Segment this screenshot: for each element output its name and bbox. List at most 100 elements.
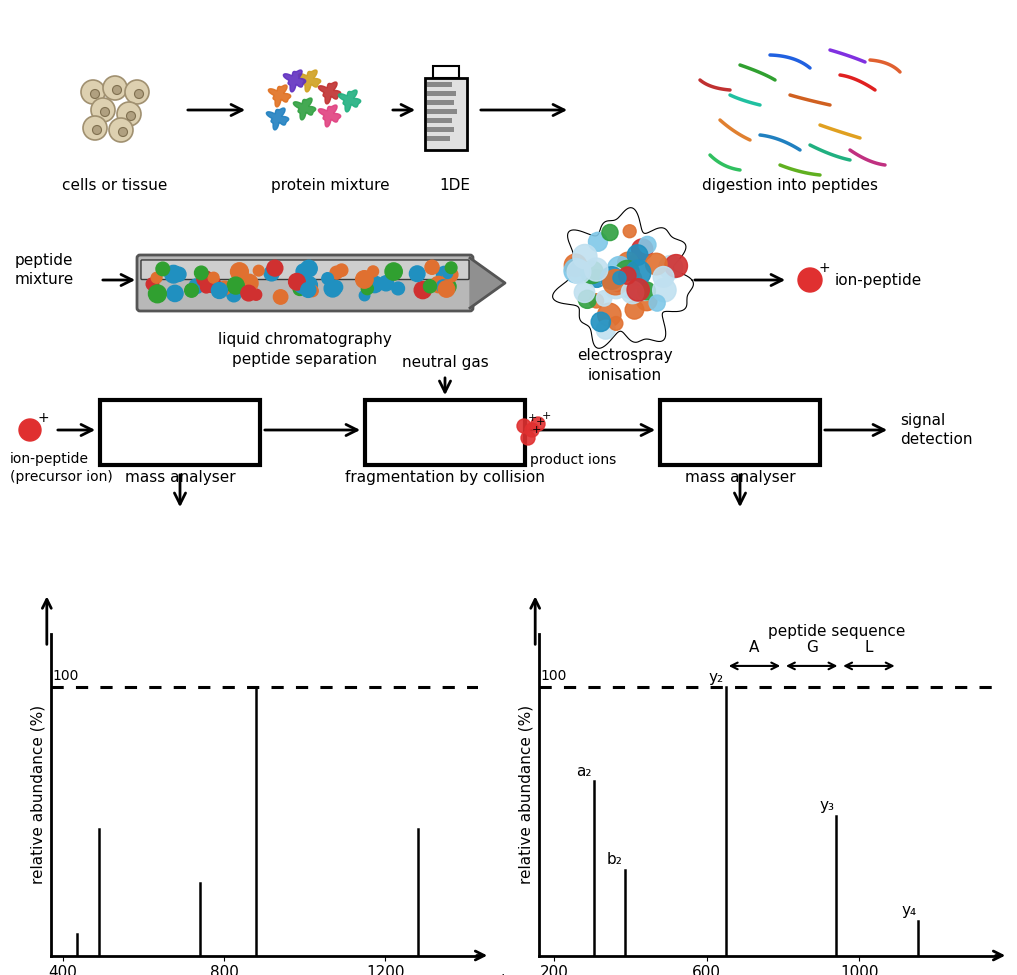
Circle shape: [598, 303, 621, 327]
Bar: [427, 82, 452, 87]
Circle shape: [167, 286, 183, 301]
Text: cells or tissue: cells or tissue: [62, 178, 168, 193]
Bar: [427, 100, 454, 105]
Polygon shape: [318, 105, 341, 127]
Circle shape: [385, 263, 403, 280]
Y-axis label: relative abundance (%): relative abundance (%): [519, 705, 534, 884]
Circle shape: [148, 285, 167, 303]
Text: digestion into peptides: digestion into peptides: [702, 178, 878, 193]
Circle shape: [296, 264, 311, 279]
Circle shape: [430, 276, 446, 292]
Text: y₂: y₂: [709, 670, 724, 684]
Circle shape: [659, 255, 682, 280]
Bar: [425, 78, 467, 150]
Circle shape: [623, 225, 637, 238]
Circle shape: [589, 293, 603, 308]
Text: +: +: [819, 261, 830, 275]
Polygon shape: [470, 258, 505, 308]
Circle shape: [113, 86, 121, 95]
Bar: [365, 400, 525, 465]
Polygon shape: [293, 98, 315, 120]
Circle shape: [93, 126, 102, 135]
Text: L: L: [864, 641, 874, 655]
Circle shape: [646, 254, 667, 275]
Circle shape: [589, 232, 607, 252]
Circle shape: [324, 280, 342, 297]
Text: fragmentation by collision: fragmentation by collision: [345, 470, 545, 485]
Text: mass analyser: mass analyser: [125, 470, 235, 485]
Circle shape: [436, 266, 453, 283]
Circle shape: [600, 266, 623, 290]
Circle shape: [307, 286, 318, 296]
Circle shape: [367, 266, 378, 277]
Text: liquid chromatography
peptide separation: liquid chromatography peptide separation: [218, 332, 392, 367]
Circle shape: [156, 262, 170, 276]
Circle shape: [440, 279, 456, 294]
Circle shape: [575, 282, 595, 302]
Circle shape: [126, 111, 135, 121]
Circle shape: [636, 283, 654, 300]
Circle shape: [240, 274, 258, 292]
Circle shape: [609, 317, 622, 331]
Circle shape: [109, 118, 133, 142]
Polygon shape: [298, 70, 320, 92]
Text: +: +: [527, 413, 537, 423]
Circle shape: [665, 254, 687, 277]
Circle shape: [596, 320, 615, 339]
Circle shape: [596, 291, 612, 306]
Circle shape: [639, 236, 656, 254]
Circle shape: [653, 266, 674, 288]
Circle shape: [607, 256, 632, 281]
Circle shape: [358, 273, 368, 284]
Circle shape: [585, 258, 608, 281]
Circle shape: [19, 419, 41, 441]
Circle shape: [621, 281, 644, 303]
Circle shape: [274, 290, 288, 304]
Circle shape: [436, 280, 450, 293]
Circle shape: [197, 271, 213, 287]
Circle shape: [200, 282, 213, 292]
Circle shape: [146, 278, 159, 291]
Circle shape: [330, 281, 343, 293]
Circle shape: [438, 281, 455, 297]
Circle shape: [588, 270, 606, 288]
Circle shape: [564, 258, 589, 283]
Text: peptide sequence: peptide sequence: [768, 624, 905, 640]
Circle shape: [227, 288, 241, 302]
Text: +: +: [531, 425, 541, 435]
Circle shape: [212, 283, 228, 298]
Y-axis label: relative abundance (%): relative abundance (%): [31, 705, 46, 884]
Circle shape: [618, 267, 636, 285]
Circle shape: [627, 279, 649, 301]
Circle shape: [649, 295, 665, 311]
Circle shape: [331, 266, 343, 279]
Text: protein mixture: protein mixture: [271, 178, 390, 193]
Bar: [427, 127, 454, 132]
Text: +: +: [541, 411, 550, 421]
Circle shape: [621, 281, 640, 298]
Text: 100: 100: [541, 670, 567, 683]
Circle shape: [253, 265, 264, 276]
Circle shape: [605, 277, 627, 298]
Circle shape: [266, 260, 283, 276]
Bar: [427, 109, 458, 114]
Circle shape: [300, 276, 317, 294]
Circle shape: [638, 282, 655, 299]
Circle shape: [359, 291, 370, 300]
Circle shape: [321, 273, 334, 285]
Circle shape: [627, 255, 640, 268]
Text: y₄: y₄: [901, 903, 916, 918]
Circle shape: [625, 260, 651, 286]
Circle shape: [581, 261, 603, 284]
Text: y₃: y₃: [820, 799, 834, 813]
Circle shape: [525, 423, 539, 437]
Circle shape: [602, 224, 618, 241]
Circle shape: [165, 265, 182, 283]
Text: G: G: [805, 641, 818, 655]
Bar: [427, 136, 450, 141]
Circle shape: [414, 282, 431, 298]
Circle shape: [617, 253, 639, 273]
Circle shape: [613, 270, 635, 292]
Circle shape: [152, 272, 162, 283]
Circle shape: [442, 268, 453, 279]
